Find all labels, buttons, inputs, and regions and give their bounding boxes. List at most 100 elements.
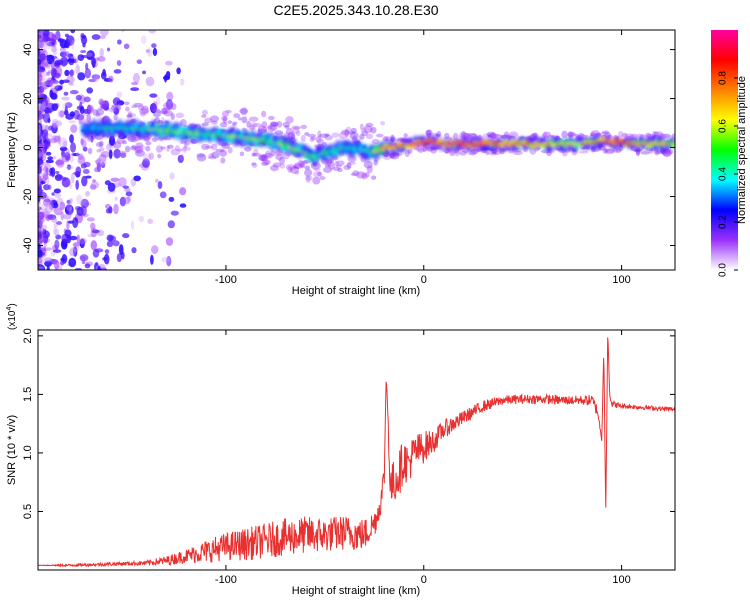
spectrogram-x-tick-label: 100	[612, 274, 630, 286]
spectrogram-haze-blob	[602, 148, 608, 154]
spectrogram-noise-blob	[68, 257, 77, 268]
spectrogram-noise-blob	[86, 217, 95, 222]
spectrogram-haze-blob	[327, 159, 332, 168]
spectrogram-haze-blob	[252, 152, 262, 157]
spectrogram-noise-blob	[58, 137, 68, 149]
spectrogram-noise-blob	[42, 165, 49, 173]
spectrogram-haze-blob	[155, 109, 162, 113]
spectrogram-noise-blob	[49, 89, 54, 98]
spectrogram-haze-blob	[258, 154, 268, 161]
colorbar: 0.0 0.2 0.4 0.6 0.8 Normalized spectral ampl…	[711, 30, 748, 277]
spectrogram-haze-blob	[269, 124, 278, 131]
spectrogram-noise-blob	[78, 116, 83, 125]
spectrogram-haze-blob	[246, 120, 251, 128]
spectrogram-haze-blob	[201, 143, 210, 151]
spectrogram-haze-blob	[365, 171, 370, 178]
spectrogram-haze-blob	[113, 141, 122, 149]
spectrogram-haze-blob	[145, 141, 152, 146]
spectrogram-haze-blob	[561, 130, 568, 139]
spectrogram-noise-blob	[73, 109, 80, 120]
spectrogram-haze-blob	[635, 149, 640, 157]
spectrogram-panel: -100 0 100 -40 -20 0 20 40 Height of straight …	[6, 29, 676, 297]
spectrogram-noise-blob	[130, 220, 135, 230]
spectrogram-haze-blob	[485, 151, 490, 156]
spectrogram-haze-blob	[300, 134, 306, 142]
spectrogram-noise-blob	[90, 181, 100, 189]
spectrogram-noise-blob	[132, 72, 140, 84]
spectrogram-haze-blob	[275, 153, 283, 161]
spectrogram-haze-blob	[99, 98, 104, 106]
spectrogram-noise-blob	[147, 218, 154, 225]
spectrogram-haze-blob	[110, 105, 121, 112]
spectrogram-noise-blob	[136, 59, 143, 65]
spectrogram-haze-blob	[135, 146, 142, 152]
spectrogram-noise-blob	[176, 67, 181, 75]
spectrogram-noise-blob	[43, 141, 50, 148]
spectrogram-haze-blob	[278, 156, 285, 165]
spectrogram-noise-blob	[166, 145, 170, 152]
spectrogram-noise-blob	[80, 49, 87, 54]
spectrogram-noise-blob	[38, 142, 44, 147]
spectrogram-haze-blob	[157, 153, 162, 159]
spectrogram-haze-blob	[159, 110, 169, 114]
spectrogram-haze-blob	[403, 133, 408, 138]
spectrogram-haze-blob	[167, 144, 174, 149]
spectrogram-noise-blob	[91, 34, 101, 40]
spectrogram-noise-blob	[69, 152, 74, 163]
spectrogram-noise-blob	[43, 107, 52, 114]
spectrogram-noise-blob	[53, 259, 60, 270]
spectrogram-noise-blob	[40, 30, 44, 35]
spectrogram-haze-blob	[303, 160, 311, 164]
spectrogram-noise-blob	[100, 30, 109, 37]
spectrogram-haze-blob	[307, 133, 316, 138]
spectrogram-haze-blob	[343, 164, 351, 171]
spectrogram-noise-blob	[80, 205, 87, 216]
spectrogram-noise-blob	[78, 153, 84, 161]
snr-y-axis: 0.5 1.0 1.5 2.0	[22, 328, 675, 519]
spectrogram-noise-blob	[66, 202, 73, 212]
spectrogram-noise-blob	[112, 97, 121, 106]
spectrogram-noise-blob	[58, 38, 64, 43]
spectrogram-haze-blob	[346, 162, 352, 169]
spectrogram-noise-blob	[54, 193, 62, 199]
spectrogram-haze-blob	[251, 162, 257, 166]
spectrogram-noise-blob	[62, 140, 68, 148]
spectrogram-haze-blob	[211, 120, 218, 125]
spectrogram-noise-blob	[131, 247, 137, 254]
spectrogram-noise-blob	[52, 46, 57, 57]
spectrogram-haze-blob	[221, 115, 228, 122]
spectrogram-haze-blob	[106, 143, 111, 152]
spectrogram-noise-blob	[142, 158, 150, 169]
spectrogram-noise-blob	[66, 58, 75, 63]
spectrogram-haze-blob	[345, 126, 352, 135]
spectrogram-haze-blob	[319, 176, 326, 181]
colorbar-label: Normalized spectral amplitude	[736, 76, 748, 224]
spectrogram-noise-blob	[42, 35, 51, 42]
spectrogram-haze-blob	[241, 116, 248, 124]
spectrogram-haze-blob	[227, 120, 233, 124]
spectrogram-noise-blob	[63, 110, 69, 116]
spectrogram-noise-blob	[70, 172, 75, 184]
spectrogram-haze-blob	[282, 121, 291, 128]
spectrogram-noise-blob	[38, 81, 43, 86]
spectrogram-haze-blob	[113, 114, 118, 121]
spectrogram-haze-blob	[604, 148, 615, 155]
spectrogram-haze-blob	[640, 151, 651, 155]
spectrogram-noise-blob	[43, 146, 49, 150]
spectrogram-noise-blob	[117, 39, 122, 45]
spectrogram-haze-blob	[98, 140, 104, 147]
spectrogram-haze-blob	[258, 154, 266, 161]
spectrogram-noise-blob	[106, 47, 111, 52]
spectrogram-haze-blob	[350, 172, 357, 177]
spectrogram-noise-blob	[102, 256, 108, 261]
snr-y-multiplier-base: (x10	[7, 310, 18, 330]
spectrogram-haze-blob	[274, 130, 284, 135]
spectrogram-haze-blob	[152, 101, 158, 110]
spectrogram-haze-blob	[334, 160, 339, 167]
spectrogram-haze-blob	[344, 129, 350, 137]
spectrogram-noise-blob	[51, 33, 56, 39]
spectrogram-noise-blob	[90, 135, 94, 143]
snr-y-axis-label: SNR (10 * v/v)	[6, 415, 18, 485]
spectrogram-noise-blob	[123, 43, 130, 50]
